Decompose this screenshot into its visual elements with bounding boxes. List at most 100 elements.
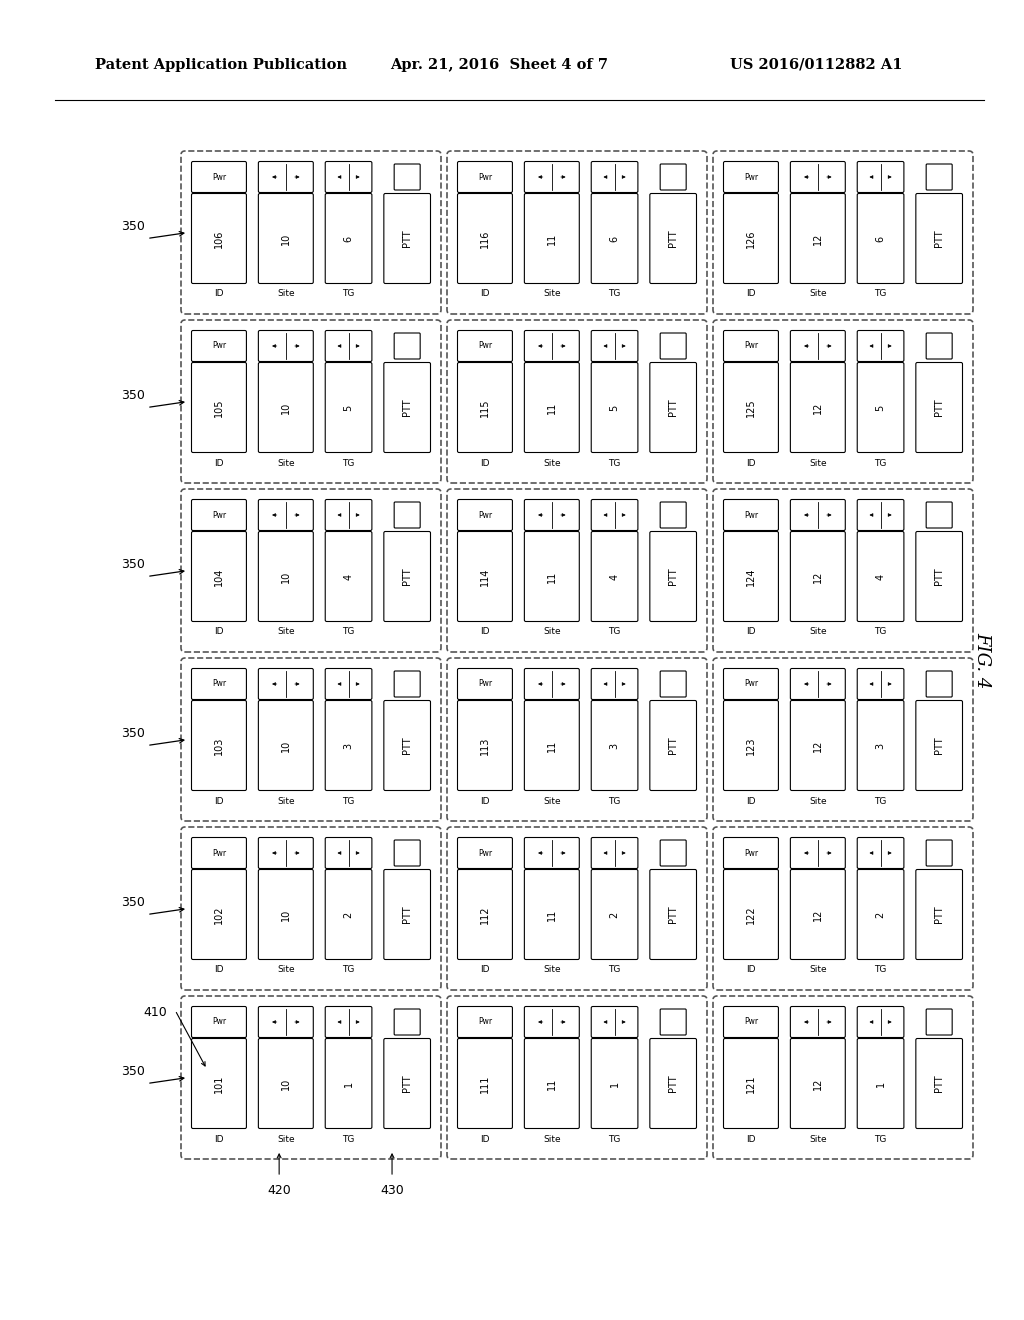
- Text: ID: ID: [746, 965, 756, 974]
- FancyBboxPatch shape: [791, 330, 845, 362]
- FancyBboxPatch shape: [394, 502, 420, 528]
- FancyBboxPatch shape: [258, 837, 313, 869]
- FancyBboxPatch shape: [458, 532, 512, 622]
- Text: Pwr: Pwr: [212, 173, 226, 181]
- Text: 4: 4: [876, 573, 886, 579]
- FancyBboxPatch shape: [791, 161, 845, 193]
- FancyBboxPatch shape: [524, 1039, 580, 1129]
- FancyBboxPatch shape: [394, 840, 420, 866]
- Text: 3: 3: [344, 742, 353, 748]
- Text: TG: TG: [342, 1134, 354, 1143]
- FancyBboxPatch shape: [857, 870, 904, 960]
- Text: Site: Site: [809, 627, 826, 636]
- Text: 11: 11: [547, 570, 557, 582]
- Text: Site: Site: [543, 458, 560, 467]
- Text: 6: 6: [876, 235, 886, 242]
- Text: Pwr: Pwr: [478, 511, 492, 520]
- Text: 126: 126: [745, 230, 756, 248]
- FancyBboxPatch shape: [326, 870, 372, 960]
- FancyBboxPatch shape: [791, 194, 845, 284]
- Text: ID: ID: [480, 627, 489, 636]
- FancyBboxPatch shape: [660, 502, 686, 528]
- FancyBboxPatch shape: [791, 363, 845, 453]
- FancyBboxPatch shape: [181, 488, 441, 652]
- Text: ID: ID: [214, 627, 223, 636]
- FancyBboxPatch shape: [384, 194, 430, 284]
- FancyBboxPatch shape: [650, 363, 696, 453]
- Text: Site: Site: [809, 965, 826, 974]
- Text: 2: 2: [344, 911, 353, 917]
- Text: Site: Site: [809, 1134, 826, 1143]
- Text: Pwr: Pwr: [743, 173, 758, 181]
- Text: Site: Site: [809, 796, 826, 805]
- FancyBboxPatch shape: [447, 828, 707, 990]
- FancyBboxPatch shape: [191, 837, 247, 869]
- Text: PTT: PTT: [669, 230, 678, 247]
- Text: TG: TG: [874, 458, 887, 467]
- Text: TG: TG: [874, 965, 887, 974]
- FancyBboxPatch shape: [857, 330, 904, 362]
- FancyBboxPatch shape: [458, 668, 512, 700]
- FancyBboxPatch shape: [191, 499, 247, 531]
- Text: 10: 10: [281, 1077, 291, 1089]
- Text: 350: 350: [121, 1065, 145, 1078]
- FancyBboxPatch shape: [258, 363, 313, 453]
- Text: PTT: PTT: [934, 568, 944, 585]
- FancyBboxPatch shape: [447, 657, 707, 821]
- FancyBboxPatch shape: [191, 363, 247, 453]
- Text: 11: 11: [547, 1077, 557, 1089]
- Text: 420: 420: [267, 1184, 291, 1196]
- FancyBboxPatch shape: [915, 870, 963, 960]
- Text: Apr. 21, 2016  Sheet 4 of 7: Apr. 21, 2016 Sheet 4 of 7: [390, 58, 608, 73]
- Text: 3: 3: [609, 742, 620, 748]
- FancyBboxPatch shape: [660, 671, 686, 697]
- Text: 410: 410: [143, 1006, 167, 1019]
- Text: PTT: PTT: [669, 906, 678, 923]
- Text: 11: 11: [547, 908, 557, 920]
- Text: ID: ID: [746, 627, 756, 636]
- FancyBboxPatch shape: [258, 870, 313, 960]
- FancyBboxPatch shape: [191, 668, 247, 700]
- Text: PTT: PTT: [669, 399, 678, 416]
- Text: 4: 4: [609, 573, 620, 579]
- Text: 10: 10: [281, 570, 291, 582]
- FancyBboxPatch shape: [724, 837, 778, 869]
- Text: PTT: PTT: [402, 906, 413, 923]
- Text: Pwr: Pwr: [212, 511, 226, 520]
- FancyBboxPatch shape: [591, 870, 638, 960]
- Text: Pwr: Pwr: [478, 173, 492, 181]
- Text: 10: 10: [281, 908, 291, 920]
- FancyBboxPatch shape: [181, 828, 441, 990]
- FancyBboxPatch shape: [791, 532, 845, 622]
- Text: ID: ID: [214, 289, 223, 298]
- FancyBboxPatch shape: [458, 1006, 512, 1038]
- Text: Site: Site: [278, 458, 295, 467]
- FancyBboxPatch shape: [857, 194, 904, 284]
- Text: TG: TG: [608, 965, 621, 974]
- FancyBboxPatch shape: [591, 330, 638, 362]
- Text: PTT: PTT: [669, 568, 678, 585]
- FancyBboxPatch shape: [591, 1039, 638, 1129]
- FancyBboxPatch shape: [258, 1039, 313, 1129]
- Text: TG: TG: [342, 627, 354, 636]
- FancyBboxPatch shape: [926, 502, 952, 528]
- FancyBboxPatch shape: [181, 657, 441, 821]
- Text: PTT: PTT: [402, 737, 413, 754]
- FancyBboxPatch shape: [724, 330, 778, 362]
- FancyBboxPatch shape: [724, 870, 778, 960]
- FancyBboxPatch shape: [660, 333, 686, 359]
- FancyBboxPatch shape: [384, 870, 430, 960]
- FancyBboxPatch shape: [524, 499, 580, 531]
- Text: PTT: PTT: [669, 737, 678, 754]
- FancyBboxPatch shape: [724, 499, 778, 531]
- Text: 5: 5: [876, 404, 886, 411]
- Text: 350: 350: [121, 896, 145, 909]
- FancyBboxPatch shape: [724, 701, 778, 791]
- FancyBboxPatch shape: [258, 1006, 313, 1038]
- Text: 350: 350: [121, 220, 145, 234]
- FancyBboxPatch shape: [191, 870, 247, 960]
- Text: 12: 12: [813, 1077, 823, 1090]
- FancyBboxPatch shape: [857, 499, 904, 531]
- Text: PTT: PTT: [934, 737, 944, 754]
- FancyBboxPatch shape: [713, 319, 973, 483]
